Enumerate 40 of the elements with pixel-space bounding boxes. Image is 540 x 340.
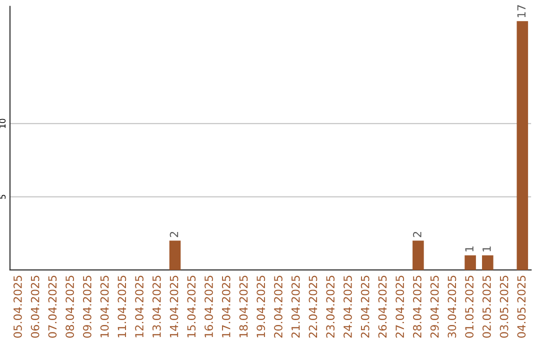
x-tick-label: 21.04.2025	[291, 276, 300, 338]
x-tick-label: 22.04.2025	[308, 276, 318, 338]
data-label: 1	[482, 246, 491, 252]
bar	[516, 21, 528, 270]
data-label: 17	[517, 5, 526, 18]
x-tick-label: 01.05.2025	[465, 276, 474, 338]
x-tick-label: 17.04.2025	[222, 276, 230, 338]
x-tick-label: 30.04.2025	[448, 276, 456, 338]
x-tick-label: 12.04.2025	[135, 276, 144, 338]
x-tick-label: 10.04.2025	[100, 276, 109, 338]
x-tick-label: 26.04.2025	[378, 276, 387, 338]
x-tick-label: 04.05.2025	[517, 276, 526, 338]
x-tick-label: 16.04.2025	[204, 276, 213, 338]
x-tick-label: 20.04.2025	[274, 276, 282, 338]
x-tick-label: 09.04.2025	[82, 276, 92, 338]
x-tick-label: 14.04.2025	[170, 276, 178, 338]
x-tick-label: 06.04.2025	[30, 276, 40, 338]
x-tick-label: 05.04.2025	[13, 276, 22, 338]
x-tick-label: 25.04.2025	[360, 276, 370, 338]
x-tick-label: 11.04.2025	[118, 276, 126, 338]
x-tick-label: 08.04.2025	[66, 276, 74, 338]
x-tick-label: 07.04.2025	[48, 276, 57, 338]
data-label: 1	[465, 246, 474, 252]
x-tick-label: 18.04.2025	[239, 276, 248, 338]
x-tick-label: 15.04.2025	[187, 276, 196, 338]
bar	[464, 255, 476, 270]
x-tick-label: 27.04.2025	[396, 276, 404, 338]
x-tick-label: 29.04.2025	[430, 276, 439, 338]
x-tick-label: 24.04.2025	[344, 276, 352, 338]
bar	[482, 255, 494, 270]
bar	[412, 240, 424, 270]
x-tick-label: 13.04.2025	[152, 276, 161, 338]
data-label: 2	[413, 232, 422, 238]
x-tick-label: 23.04.2025	[326, 276, 335, 338]
x-tick-label: 19.04.2025	[256, 276, 266, 338]
x-tick-label: 02.05.2025	[482, 276, 491, 338]
data-label: 2	[170, 232, 178, 238]
bar	[169, 240, 181, 270]
x-tick-label: 03.05.2025	[500, 276, 508, 338]
x-tick-label: 28.04.2025	[413, 276, 422, 338]
